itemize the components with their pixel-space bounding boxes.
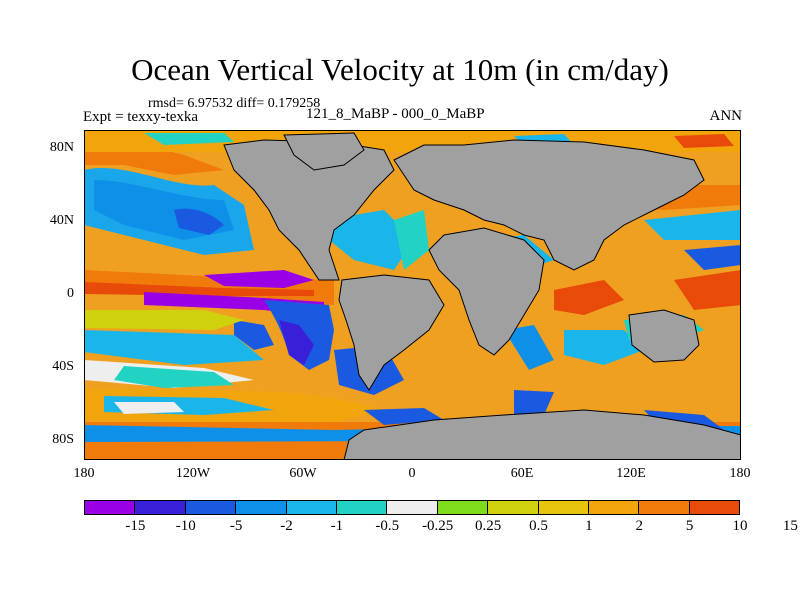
colorbar-segment-8 [436, 500, 489, 515]
lon-label-180w: 180 [73, 466, 95, 481]
colorbar-segment-6 [335, 500, 388, 515]
land-antarctica [343, 409, 741, 460]
colorbar-tick-label: -1 [330, 518, 344, 534]
colorbar-tick-label: -0.25 [422, 518, 454, 534]
colorbar-segment-13 [688, 500, 741, 515]
colorbar-segment-12 [638, 500, 690, 515]
colorbar-segment-10 [537, 500, 589, 515]
lat-label-40s: 40S [52, 359, 74, 374]
land-greenland [283, 132, 365, 171]
lat-label-40n: 40N [49, 213, 74, 228]
colorbar-tick-label: 0.25 [474, 518, 502, 534]
experiment-label: Expt = texxy-texka [83, 109, 199, 125]
colorbar [84, 500, 741, 515]
field-equatorial-pacific [84, 270, 334, 388]
lat-label-equator: 0 [67, 286, 74, 301]
lon-label-120e: 120E [616, 466, 646, 481]
stats-text: rmsd= 6.97532 diff= 0.179258 [148, 96, 321, 111]
lon-label-120w: 120W [175, 466, 211, 481]
colorbar-segment-3 [184, 500, 237, 515]
lon-label-60w: 60W [289, 466, 317, 481]
plot-title: Ocean Vertical Velocity at 10m (in cm/da… [131, 52, 669, 87]
land-masses [223, 132, 741, 460]
lat-label-80n: 80N [49, 140, 74, 155]
land-africa [428, 227, 545, 356]
colorbar-segment-4 [235, 500, 287, 515]
colorbar-tick-label: -0.5 [375, 518, 400, 534]
colorbar-tick-label: -15 [125, 518, 146, 534]
colorbar-segment-5 [285, 500, 337, 515]
map-svg [84, 130, 741, 460]
map-panel [84, 130, 741, 460]
colorbar-tick-label: 15 [782, 518, 798, 534]
case-comparison-label: 121_8_MaBP - 000_0_MaBP [306, 106, 485, 122]
lon-label-60e: 60E [510, 466, 534, 481]
colorbar-tick-label: -10 [175, 518, 196, 534]
land-eurasia [393, 139, 705, 271]
lon-label-0: 0 [408, 466, 416, 481]
season-label: ANN [709, 108, 743, 124]
colorbar-segment-2 [134, 500, 186, 515]
lon-label-180e: 180 [729, 466, 751, 481]
colorbar-segment-9 [487, 500, 539, 515]
land-south-america [338, 274, 445, 391]
colorbar-segment-1 [84, 500, 136, 515]
lat-label-80s: 80S [52, 432, 74, 447]
colorbar-tick-label: 10 [732, 518, 748, 534]
colorbar-segment-7 [386, 500, 438, 515]
land-australia [628, 309, 700, 363]
colorbar-segment-11 [587, 500, 640, 515]
colorbar-tick-label: 1 [585, 518, 593, 534]
colorbar-tick-label: -5 [229, 518, 243, 534]
field-arctic [84, 130, 741, 152]
map-frame [84, 130, 741, 460]
land-north-america [223, 139, 395, 281]
colorbar-tick-label: 2 [635, 518, 643, 534]
colorbar-tick-label: 0.5 [529, 518, 548, 534]
colorbar-tick-label: 5 [685, 518, 694, 534]
colorbar-tick-label: -2 [280, 518, 293, 534]
